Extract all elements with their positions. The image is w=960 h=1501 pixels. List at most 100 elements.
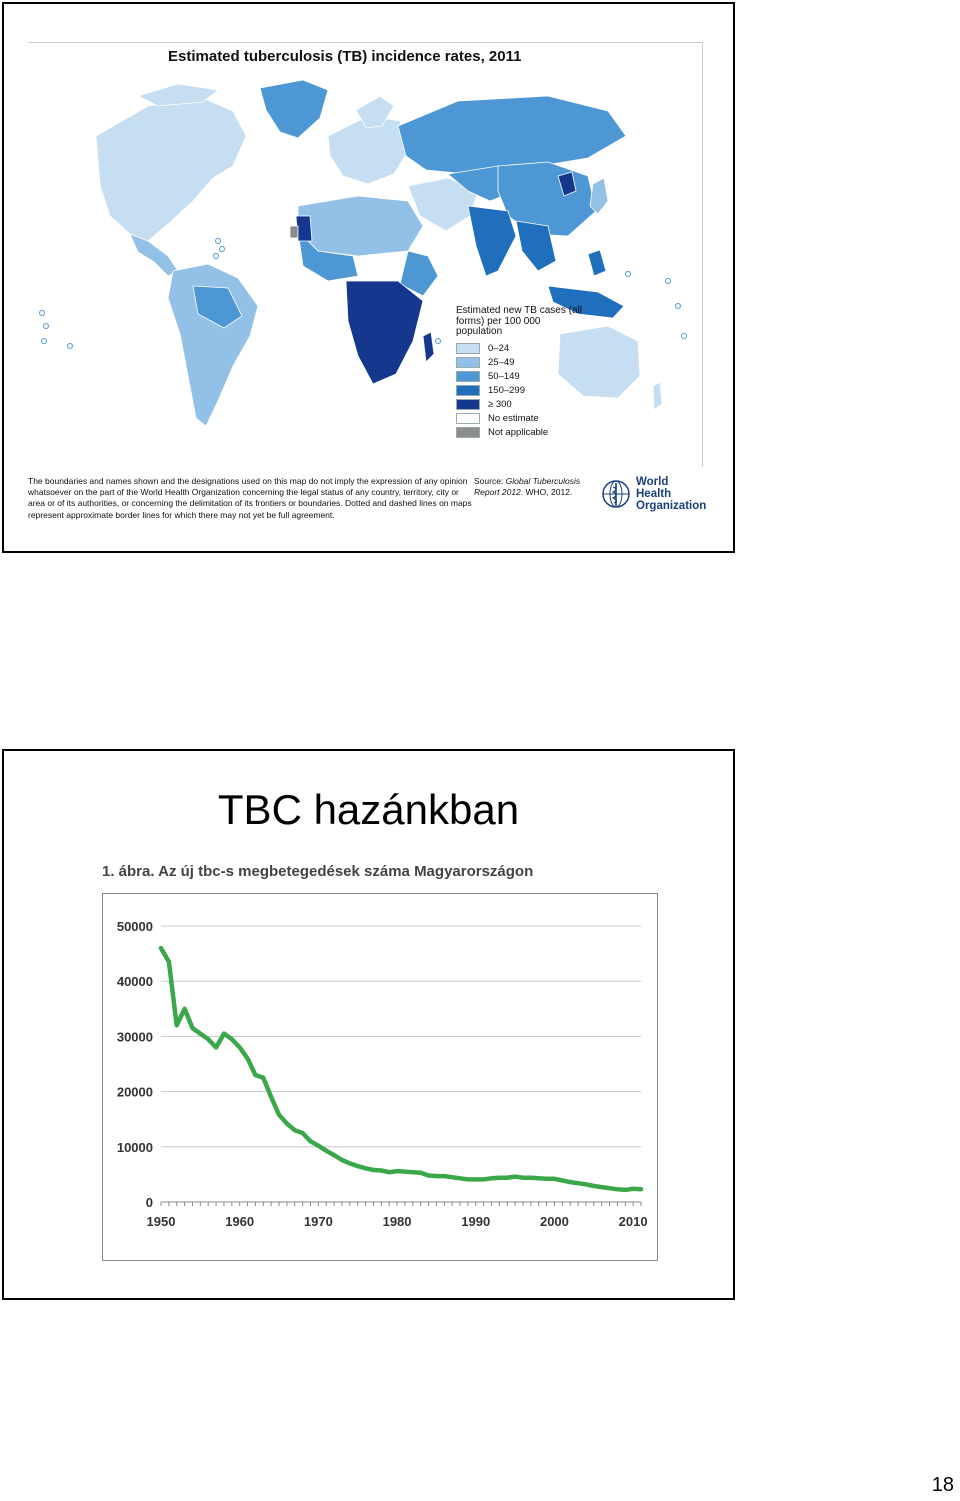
map-region-central-southern-africa — [345, 280, 424, 385]
map-region-japan — [589, 177, 609, 215]
data-point — [285, 1122, 289, 1125]
y-tick-label: 30000 — [117, 1029, 153, 1044]
data-point — [364, 1167, 367, 1170]
map-legend: Estimated new TB cases (all forms) per 1… — [456, 305, 586, 440]
data-point — [238, 1046, 241, 1049]
legend-item: 50–149 — [456, 370, 586, 384]
map-region-australia — [557, 325, 641, 399]
map-island-marker — [213, 253, 219, 259]
data-point — [568, 1180, 572, 1184]
data-point — [576, 1182, 580, 1185]
data-point — [466, 1178, 470, 1181]
data-point — [545, 1177, 548, 1181]
data-point — [498, 1176, 501, 1179]
chart-axes: 0 10000 20000 30000 40000 50000 1950 1960 1970 19… — [117, 919, 648, 1229]
map-island-marker — [681, 333, 687, 339]
map-region-korea — [557, 171, 577, 197]
data-point — [246, 1057, 249, 1060]
legend-item: Not applicable — [456, 426, 586, 440]
data-point — [639, 1188, 643, 1191]
data-point — [411, 1170, 415, 1174]
data-point — [608, 1187, 611, 1190]
data-point — [600, 1185, 603, 1189]
x-tick-label: 1950 — [147, 1214, 176, 1229]
map-region-brazil-west — [192, 285, 243, 329]
legend-label: No estimate — [488, 413, 539, 424]
y-tick-label: 20000 — [117, 1085, 153, 1100]
map-region-scandinavia — [355, 95, 395, 129]
legend-label: 0–24 — [488, 343, 510, 354]
map-region-east-africa — [399, 250, 439, 297]
map-region-southeast-asia — [515, 220, 557, 272]
x-tick-label: 1990 — [461, 1214, 490, 1229]
data-point — [309, 1140, 312, 1143]
who-name-line2: Organization — [636, 500, 707, 512]
legend-item: No estimate — [456, 412, 586, 426]
data-point — [395, 1169, 399, 1173]
legend-swatch — [456, 385, 480, 396]
data-point — [183, 1007, 186, 1010]
legend-swatch — [456, 427, 480, 438]
who-name-line1: World Health — [636, 476, 672, 500]
data-point — [199, 1032, 202, 1035]
data-point — [506, 1176, 509, 1179]
map-island-marker — [435, 338, 441, 344]
slide-who-map: Estimated tuberculosis (TB) incidence ra… — [2, 2, 735, 553]
map-island-marker — [215, 238, 221, 244]
data-point — [561, 1179, 564, 1182]
data-point — [403, 1170, 407, 1173]
slide-title: TBC hazánkban — [217, 786, 520, 833]
who-logo: World Health Organization — [600, 476, 706, 512]
data-point — [159, 946, 163, 950]
legend-label: ≥ 300 — [488, 399, 512, 410]
map-island-marker — [219, 246, 225, 252]
map-island-marker — [625, 271, 631, 277]
x-tick-label: 2010 — [619, 1214, 648, 1229]
legend-item: 25–49 — [456, 356, 586, 370]
x-tick-label: 1970 — [304, 1214, 333, 1229]
map-island-marker — [665, 278, 671, 284]
x-tick-label: 1960 — [225, 1214, 254, 1229]
legend-items: 0–24 25–49 50–149 150–299 ≥ 300 No estimate No… — [456, 342, 586, 440]
data-point — [317, 1144, 320, 1147]
x-tick-label: 1980 — [383, 1214, 412, 1229]
map-title: Estimated tuberculosis (TB) incidence ra… — [168, 48, 522, 65]
data-point — [214, 1046, 218, 1049]
legend-label: 50–149 — [488, 371, 520, 382]
legend-label: Not applicable — [488, 427, 549, 438]
data-point — [372, 1168, 375, 1172]
source-title: Global Tuberculosis Report 2012 — [474, 476, 581, 498]
data-point — [293, 1129, 296, 1132]
data-point — [356, 1164, 359, 1168]
data-point — [513, 1175, 517, 1178]
y-tick-label: 10000 — [117, 1140, 153, 1155]
data-point — [592, 1184, 595, 1188]
legend-item: 0–24 — [456, 342, 586, 356]
map-frame — [28, 42, 703, 467]
data-point — [616, 1188, 619, 1191]
map-region-west-africa — [297, 229, 359, 282]
data-point — [191, 1026, 194, 1030]
x-tick-label: 2000 — [540, 1214, 569, 1229]
map-island-marker — [39, 310, 45, 316]
chart-caption: 1. ábra. Az új tbc-s megbetegedések szám… — [102, 863, 534, 880]
data-point — [553, 1177, 556, 1181]
data-point — [584, 1183, 588, 1186]
data-point — [631, 1187, 635, 1190]
data-point — [222, 1032, 226, 1035]
data-point — [450, 1175, 454, 1179]
world-map — [39, 79, 687, 427]
series-line — [158, 945, 644, 1193]
data-point — [537, 1177, 540, 1180]
map-island-marker — [43, 323, 49, 329]
data-point — [340, 1158, 344, 1162]
map-island-marker — [67, 343, 73, 349]
map-region-philippines — [587, 249, 607, 277]
data-point — [277, 1113, 281, 1116]
map-region-arctic-islands — [136, 83, 219, 107]
data-point — [443, 1174, 446, 1178]
chart-grid — [161, 925, 641, 1148]
map-region-indonesia — [547, 285, 625, 319]
legend-title: Estimated new TB cases (all forms) per 1… — [456, 305, 582, 337]
map-region-new-zealand — [652, 381, 663, 411]
